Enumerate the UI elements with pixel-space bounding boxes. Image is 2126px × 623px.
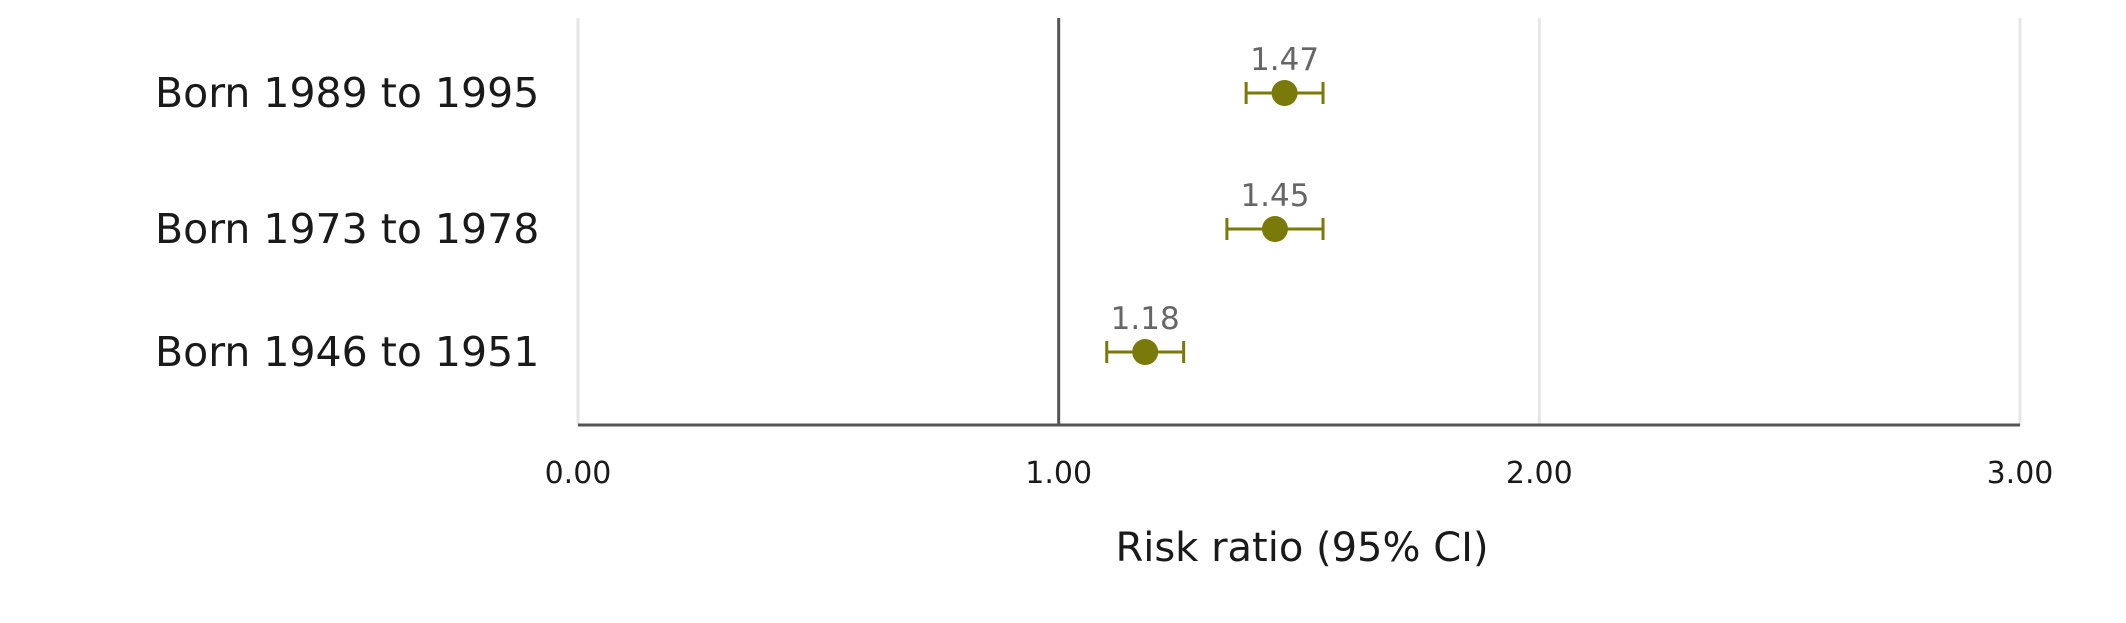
data-points: 1.47 1.45 1.18: [1105, 42, 1325, 365]
point-marker-1: [1261, 216, 1288, 242]
point-marker-0: [1271, 80, 1298, 106]
category-labels: Born 1989 to 1995 Born 1973 to 1978 Born 1…: [155, 69, 539, 376]
x-tick-labels: 0.00 1.00 2.00 3.00: [545, 456, 2054, 491]
x-tick-label-0: 0.00: [545, 456, 612, 491]
data-point-group-1: 1.45: [1225, 178, 1325, 242]
data-point-group-2: 1.18: [1105, 301, 1186, 365]
gridlines: [576, 18, 2022, 425]
category-label-2: Born 1946 to 1951: [155, 328, 539, 376]
category-label-1: Born 1973 to 1978: [155, 205, 539, 253]
x-tick-label-3: 3.00: [1987, 456, 2054, 491]
x-tick-label-2: 2.00: [1506, 456, 1573, 491]
data-label-0: 1.47: [1250, 42, 1319, 78]
x-tick-label-1: 1.00: [1025, 456, 1092, 491]
point-marker-2: [1132, 339, 1159, 365]
data-point-group-0: 1.47: [1244, 42, 1325, 106]
x-axis-title: Risk ratio (95% CI): [1115, 525, 1488, 571]
data-label-2: 1.18: [1111, 301, 1180, 337]
category-label-0: Born 1989 to 1995: [155, 69, 539, 117]
data-label-1: 1.45: [1240, 178, 1309, 214]
